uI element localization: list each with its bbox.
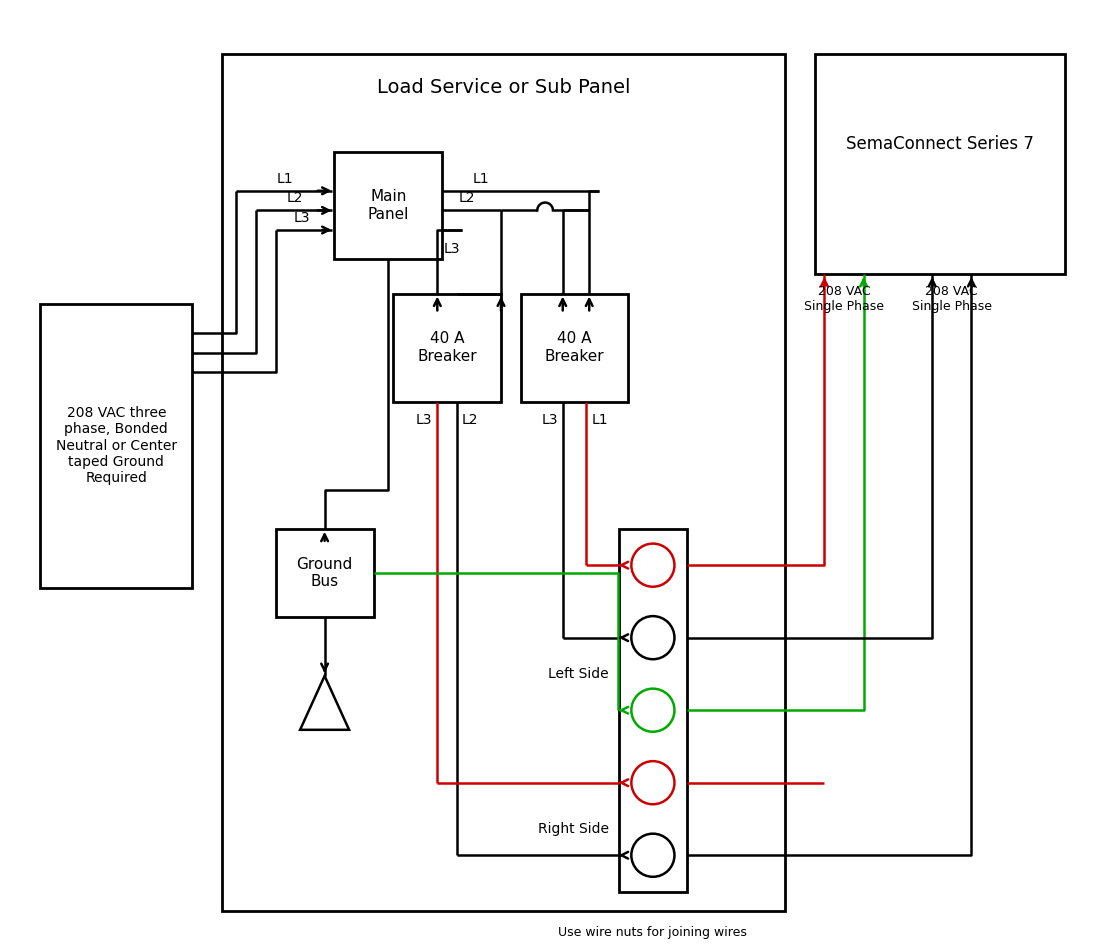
Text: L2: L2 bbox=[459, 192, 475, 205]
Bar bbox=[815, 53, 1065, 275]
Polygon shape bbox=[300, 675, 349, 730]
Text: 208 VAC three
phase, Bonded
Neutral or Center
taped Ground
Required: 208 VAC three phase, Bonded Neutral or C… bbox=[56, 407, 177, 485]
Text: L2: L2 bbox=[287, 192, 304, 205]
Text: Left Side: Left Side bbox=[548, 667, 608, 681]
Text: L3: L3 bbox=[541, 413, 558, 428]
Text: L3: L3 bbox=[416, 413, 432, 428]
Circle shape bbox=[631, 834, 674, 877]
Text: L1: L1 bbox=[591, 413, 608, 428]
Text: 40 A
Breaker: 40 A Breaker bbox=[544, 332, 604, 364]
Bar bbox=[334, 152, 442, 259]
Circle shape bbox=[631, 761, 674, 805]
Text: 40 A
Breaker: 40 A Breaker bbox=[417, 332, 477, 364]
Text: L2: L2 bbox=[462, 413, 478, 428]
Text: L3: L3 bbox=[443, 241, 460, 256]
Circle shape bbox=[631, 617, 674, 659]
Bar bbox=[41, 303, 192, 588]
Text: 208 VAC
Single Phase: 208 VAC Single Phase bbox=[804, 285, 884, 314]
Text: Use wire nuts for joining wires: Use wire nuts for joining wires bbox=[559, 926, 747, 939]
Text: Main
Panel: Main Panel bbox=[367, 189, 409, 221]
Circle shape bbox=[631, 689, 674, 732]
Text: SemaConnect Series 7: SemaConnect Series 7 bbox=[846, 135, 1034, 153]
Bar bbox=[222, 53, 785, 911]
Text: Right Side: Right Side bbox=[538, 822, 608, 836]
Bar bbox=[276, 529, 374, 618]
Text: L1: L1 bbox=[473, 172, 490, 186]
Bar bbox=[618, 529, 688, 891]
Text: Load Service or Sub Panel: Load Service or Sub Panel bbox=[376, 79, 630, 98]
Bar bbox=[520, 294, 628, 402]
Text: 208 VAC
Single Phase: 208 VAC Single Phase bbox=[912, 285, 992, 314]
Text: L3: L3 bbox=[294, 211, 310, 225]
Text: Ground
Bus: Ground Bus bbox=[297, 557, 353, 589]
Bar bbox=[393, 294, 500, 402]
Circle shape bbox=[631, 543, 674, 587]
Text: L1: L1 bbox=[277, 172, 294, 186]
